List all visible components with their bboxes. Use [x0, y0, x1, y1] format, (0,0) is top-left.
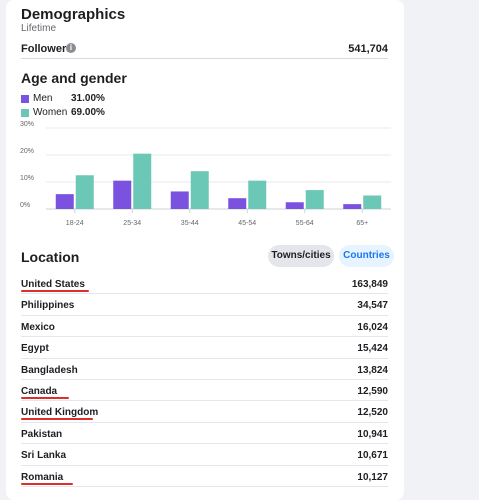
x-tick-label: 35-44: [181, 220, 199, 227]
legend-women-label: Women: [33, 107, 68, 118]
demographics-subtitle: Lifetime: [21, 23, 57, 34]
table-row: Egypt 15,424: [21, 337, 388, 359]
table-row: United Kingdom 12,520: [21, 401, 388, 423]
bar-men-35-44[interactable]: [170, 191, 189, 209]
followers-label: Followers: [21, 43, 73, 55]
bar-men-45-54[interactable]: [228, 198, 247, 209]
table-row: Bangladesh 13,824: [21, 359, 388, 380]
demographics-card: Demographics Lifetime Followers i 541,70…: [6, 0, 404, 500]
country-value: 12,590: [357, 385, 388, 397]
red-underline-annotation: [21, 290, 89, 292]
bar-women-35-44[interactable]: [190, 171, 209, 209]
table-row: Mexico 16,024: [21, 316, 388, 338]
info-icon[interactable]: i: [66, 43, 76, 53]
legend-women-swatch: [21, 109, 29, 117]
country-value: 10,671: [357, 450, 388, 462]
bar-men-18-24[interactable]: [55, 194, 74, 209]
bar-women-18-24[interactable]: [75, 175, 94, 209]
country-name: Romania: [21, 471, 64, 483]
country-value: 34,547: [357, 300, 388, 312]
red-underline-annotation: [21, 396, 69, 399]
legend-women-value: 69.00%: [71, 107, 105, 118]
country-name: Sri Lanka: [21, 450, 67, 462]
country-name: United States: [21, 279, 85, 290]
country-value: 13,824: [357, 364, 388, 376]
table-row: Sri Lanka 10,671: [21, 444, 388, 466]
y-tick-label: 20%: [20, 148, 34, 155]
country-name: Canada: [21, 385, 58, 397]
bar-women-65+[interactable]: [363, 195, 382, 210]
country-value: 12,520: [357, 407, 388, 419]
location-title: Location: [21, 249, 80, 265]
bar-women-55-64[interactable]: [305, 190, 324, 209]
bar-men-25-34[interactable]: [113, 180, 132, 209]
bar-men-65+[interactable]: [343, 204, 362, 209]
tab-towns-cities[interactable]: Towns/cities: [268, 245, 334, 267]
country-name: Egypt: [21, 343, 49, 355]
x-tick-label: 25-34: [123, 220, 141, 227]
x-tick-label: 45-54: [238, 220, 256, 227]
legend-men-swatch: [21, 95, 29, 103]
legend-men-label: Men: [33, 93, 53, 104]
country-value: 16,024: [357, 321, 388, 333]
country-value: 10,127: [357, 471, 388, 483]
red-underline-annotation: [21, 418, 93, 421]
y-tick-label: 30%: [20, 121, 34, 128]
table-row: Romania 10,127: [21, 466, 388, 487]
country-value: 15,424: [357, 343, 388, 355]
age-gender-title: Age and gender: [21, 70, 127, 86]
table-row: United States 163,849: [21, 273, 388, 295]
age-gender-chart: 0% 10% 20% 30% 18-24 25-34 35-44 45-54 55-64 65+: [20, 121, 391, 227]
location-table: United States 163,849 Philippines 34,547 Mex…: [21, 273, 388, 487]
bar-men-55-64[interactable]: [285, 202, 304, 209]
followers-count: 541,704: [348, 43, 388, 55]
country-name: United Kingdom: [21, 407, 99, 419]
red-underline-annotation: [21, 482, 73, 485]
demographics-title: Demographics: [21, 6, 126, 23]
country-name: Bangladesh: [21, 364, 78, 376]
tab-countries[interactable]: Countries: [339, 245, 394, 267]
country-name: Mexico: [21, 321, 55, 333]
legend-men-value: 31.00%: [71, 93, 105, 104]
country-value: 10,941: [357, 428, 388, 440]
x-tick-label: 18-24: [66, 220, 84, 227]
table-row: Canada 12,590: [21, 380, 388, 402]
y-tick-label: 10%: [20, 175, 34, 182]
country-name: Philippines: [21, 300, 75, 312]
bar-women-25-34[interactable]: [133, 153, 152, 209]
country-value: 163,849: [351, 279, 388, 290]
x-tick-label: 65+: [356, 220, 368, 227]
y-tick-label: 0%: [20, 202, 30, 209]
x-tick-label: 55-64: [296, 220, 314, 227]
bar-women-45-54[interactable]: [248, 180, 267, 209]
country-name: Pakistan: [21, 428, 63, 440]
followers-row: Followers i 541,704: [21, 40, 388, 59]
table-row: Philippines 34,547: [21, 294, 388, 316]
table-row: Pakistan 10,941: [21, 423, 388, 445]
